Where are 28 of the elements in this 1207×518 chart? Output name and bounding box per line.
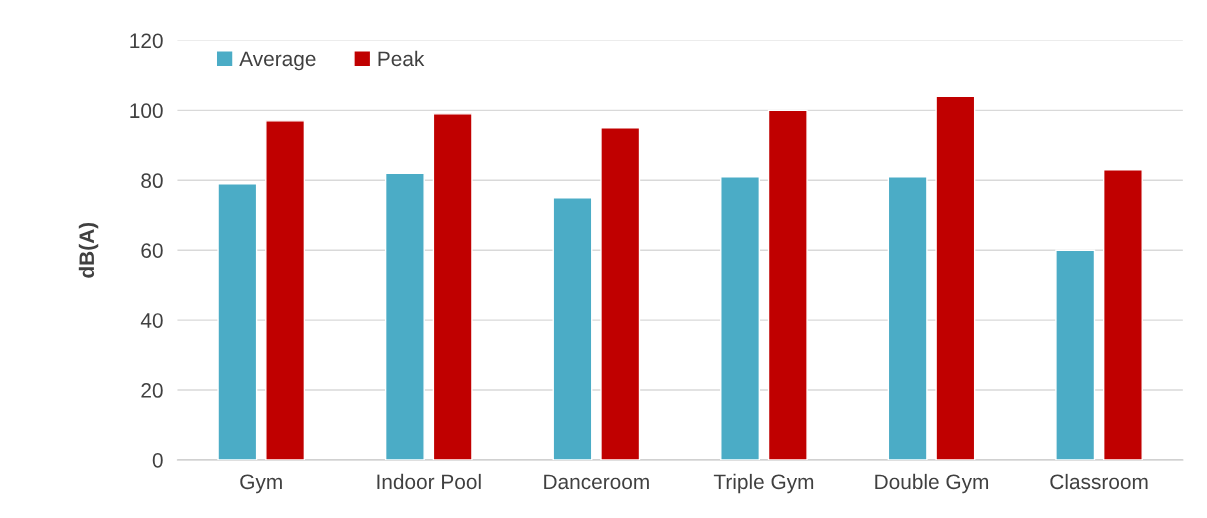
bar <box>600 127 641 460</box>
x-tick-label: Double Gym <box>875 473 989 494</box>
bar <box>552 197 593 460</box>
x-tick-label: Indoor Pool <box>377 473 481 490</box>
bar <box>265 120 306 460</box>
bar <box>887 176 928 460</box>
x-tick-label: Danceroom <box>544 474 649 490</box>
bar <box>720 176 761 460</box>
x-tick-label: Gym <box>240 474 282 494</box>
legend-label: Average <box>239 51 316 71</box>
bar <box>432 113 473 460</box>
y-tick-label: 0 <box>152 452 163 468</box>
y-axis-title: dB(A) <box>78 222 99 278</box>
bar <box>384 172 425 460</box>
bar <box>217 183 258 460</box>
y-tick-label: 120 <box>130 33 163 49</box>
y-tick-label: 100 <box>130 103 163 119</box>
x-tick-label: Triple Gym <box>713 473 814 494</box>
bar <box>935 95 976 460</box>
y-tick-label: 40 <box>140 313 163 328</box>
y-tick-label: 20 <box>141 383 163 398</box>
bar <box>1102 169 1143 460</box>
y-tick-label: 60 <box>141 243 163 258</box>
y-tick-label: 80 <box>141 173 163 189</box>
x-tick-label: Classroom <box>1050 473 1148 490</box>
legend-label: Peak <box>378 50 425 67</box>
bar <box>767 109 808 460</box>
bar <box>1055 249 1096 460</box>
